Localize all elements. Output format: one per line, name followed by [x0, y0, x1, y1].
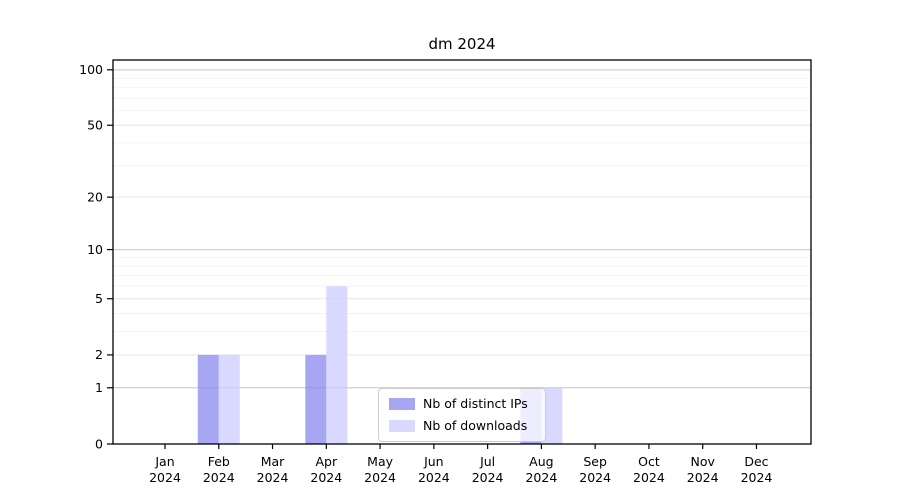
y-tick-label-5: 5	[95, 291, 103, 306]
x-tick-label-nov-year: 2024	[687, 470, 719, 485]
x-tick-label-aug-year: 2024	[525, 470, 557, 485]
x-tick-label-apr: Apr	[315, 454, 337, 469]
x-tick-label-nov: Nov	[690, 454, 715, 469]
y-tick-label-100: 100	[79, 62, 103, 77]
x-tick-label-may: May	[367, 454, 393, 469]
x-tick-label-sep: Sep	[583, 454, 607, 469]
x-tick-label-jun-year: 2024	[418, 470, 450, 485]
x-tick-label-jul: Jul	[479, 454, 495, 469]
legend-box: Nb of distinct IPs Nb of downloads	[378, 388, 546, 442]
x-tick-label-aug: Aug	[529, 454, 553, 469]
x-tick-label-jul-year: 2024	[472, 470, 504, 485]
x-tick-label-feb: Feb	[208, 454, 230, 469]
y-tick-label-20: 20	[87, 189, 103, 204]
y-tick-label-0: 0	[95, 436, 103, 451]
x-tick-label-oct-year: 2024	[633, 470, 665, 485]
legend-item-distinct-ips: Nb of distinct IPs	[389, 397, 536, 411]
bar-nb-of-downloads-aug	[541, 387, 563, 444]
x-tick-label-mar-year: 2024	[257, 470, 289, 485]
y-tick-label-50: 50	[87, 118, 103, 133]
chart-title: dm 2024	[428, 35, 496, 53]
x-tick-label-dec-year: 2024	[741, 470, 773, 485]
x-tick-label-jan-year: 2024	[149, 470, 181, 485]
bar-nb-of-downloads-apr	[326, 286, 348, 444]
x-tick-label-jan: Jan	[154, 454, 174, 469]
x-tick-label-mar: Mar	[261, 454, 285, 469]
x-tick-label-jun: Jun	[423, 454, 444, 469]
plot-frame	[112, 59, 812, 445]
x-tick-label-apr-year: 2024	[310, 470, 342, 485]
x-tick-label-oct: Oct	[638, 454, 660, 469]
legend-item-downloads: Nb of downloads	[389, 419, 536, 433]
y-tick-label-1: 1	[95, 380, 103, 395]
legend-swatch-distinct-ips-icon	[389, 398, 415, 410]
x-tick-label-feb-year: 2024	[203, 470, 235, 485]
x-tick-label-sep-year: 2024	[579, 470, 611, 485]
y-tick-label-10: 10	[87, 242, 103, 257]
x-tick-label-may-year: 2024	[364, 470, 396, 485]
legend-label-downloads: Nb of downloads	[423, 418, 528, 433]
x-tick-label-dec: Dec	[744, 454, 768, 469]
legend-label-distinct-ips: Nb of distinct IPs	[423, 396, 528, 411]
bar-nb-of-distinct-ips-feb	[197, 354, 219, 444]
y-tick-label-2: 2	[95, 347, 103, 362]
bar-nb-of-downloads-feb	[218, 354, 240, 444]
bar-nb-of-distinct-ips-apr	[305, 354, 327, 444]
legend-swatch-downloads-icon	[389, 420, 415, 432]
